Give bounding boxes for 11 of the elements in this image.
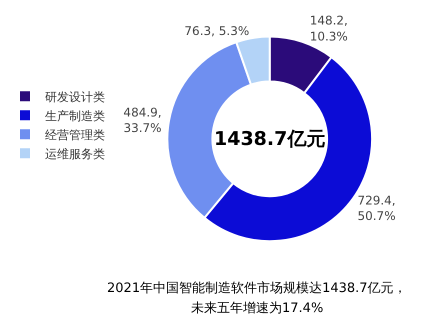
text: 2021年中国智能制造软件市场规模达1438.7亿元， bbox=[107, 281, 407, 296]
legend-label: 运维服务类 bbox=[45, 146, 105, 161]
text: 未来五年增速为17.4% bbox=[191, 301, 324, 316]
legend-label: 研发设计类 bbox=[45, 90, 105, 104]
data-label: 729.4, 50.7% bbox=[357, 193, 396, 223]
data-label: 484.9, 33.7% bbox=[123, 105, 162, 135]
legend-label: 经营管理类 bbox=[45, 128, 105, 142]
data-label: 76.3, 5.3% bbox=[184, 24, 250, 38]
text: 1438.7亿元 bbox=[214, 128, 326, 150]
legend-label: 生产制造类 bbox=[45, 108, 105, 123]
data-label: 148.2, 10.3% bbox=[310, 14, 348, 44]
